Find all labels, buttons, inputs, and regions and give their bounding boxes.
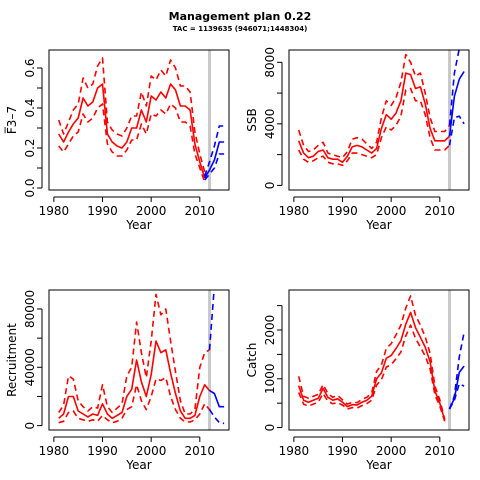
ssb-y-axis-label: SSB <box>245 108 259 131</box>
ssb-x-tick-label-1980: 1980 <box>279 204 310 218</box>
recruitment-x-axis-label: Year <box>125 458 151 472</box>
ssb-y-tick-label-4: 8000 <box>263 47 277 78</box>
fbar-y-tick-label-0: 0.0 <box>23 178 37 197</box>
recruitment-series-projection-dashed-4 <box>208 290 215 350</box>
ssb-series-history-solid-0 <box>297 72 451 164</box>
catch-series-projection-dashed-5 <box>448 382 465 410</box>
ssb-series-projection-solid-3 <box>448 71 465 137</box>
catch-plot-frame <box>288 289 470 431</box>
fbar-series-history-solid-0 <box>58 83 206 179</box>
catch-series-group <box>297 295 465 422</box>
figure-title: Management plan 0.22 <box>169 10 312 23</box>
recruitment-y-tick-label-4: 80000 <box>23 290 37 328</box>
ssb-x-tick-label-2000: 2000 <box>376 204 407 218</box>
ssb-y-tick-label-2: 4000 <box>263 109 277 140</box>
catch-x-tick-label-1990: 1990 <box>327 444 358 458</box>
ssb-x-axis-label: Year <box>365 218 391 232</box>
recruitment-series-projection-dashed-5 <box>208 409 225 425</box>
recruitment-y-tick-label-2: 40000 <box>23 348 37 386</box>
recruitment-series-projection-solid-3 <box>209 389 225 408</box>
recruitment-series-history-dashed-1 <box>58 293 210 415</box>
fbar-series-history-dashed-2 <box>58 103 206 183</box>
ssb-x-tick-label-2010: 2010 <box>425 204 456 218</box>
ssb-series-history-dashed-2 <box>297 87 451 167</box>
catch-y-tick-label-4: 2000 <box>263 315 277 346</box>
fbar-y-tick-label-4: 0.4 <box>23 98 37 117</box>
recruitment-plot-frame <box>48 289 230 431</box>
fbar-y-axis-label: F̅3–7 <box>4 106 19 134</box>
fbar-series-history-dashed-1 <box>57 57 206 173</box>
fbar-x-tick-label-2010: 2010 <box>185 204 216 218</box>
figure-subtitle: TAC = 1139635 (946071;1448304) <box>173 25 308 33</box>
fbar-series-projection-dashed-5 <box>204 153 225 181</box>
catch-y-tick-label-2: 1000 <box>263 364 277 395</box>
fbar-y-tick-label-2: 0.2 <box>23 138 37 157</box>
ssb-series-history-dashed-1 <box>297 53 451 159</box>
fbar-series-projection-solid-3 <box>204 141 225 179</box>
catch-series-history-dashed-2 <box>297 324 446 422</box>
fbar-x-tick-label-1980: 1980 <box>39 204 70 218</box>
fbar-series-group <box>57 57 225 183</box>
fbar-x-tick-label-1990: 1990 <box>87 204 118 218</box>
catch-y-tick-label-0: 0 <box>263 424 277 432</box>
catch-x-tick-label-2000: 2000 <box>376 444 407 458</box>
catch-panel: 1980 1990 2000 2010 Year 0 1000 2000 Catch <box>245 289 470 472</box>
recruitment-y-axis-label: Recruitment <box>5 323 19 397</box>
ssb-panel: 1980 1990 2000 2010 Year 0 4000 8000 SSB <box>245 47 470 232</box>
fbar-panel: 1980 1990 2000 2010 Year 0.0 0.2 0.4 0.6 F̅3–7 <box>4 49 230 232</box>
recruitment-x-tick-label-1980: 1980 <box>39 444 70 458</box>
ssb-series-projection-dashed-5 <box>448 115 465 146</box>
catch-series-history-solid-0 <box>297 311 446 421</box>
recruitment-x-tick-label-2000: 2000 <box>136 444 167 458</box>
recruitment-panel: 1980 1990 2000 2010 Year 0 40000 80000 Recruitme… <box>5 289 230 472</box>
recruitment-series-history-dashed-2 <box>58 376 211 424</box>
ssb-y-tick-label-0: 0 <box>263 182 277 190</box>
catch-x-tick-label-2010: 2010 <box>425 444 456 458</box>
catch-series-projection-solid-3 <box>448 365 465 410</box>
recruitment-x-tick-label-1990: 1990 <box>87 444 118 458</box>
recruitment-series-group <box>58 290 225 425</box>
fbar-y-tick-label-6: 0.6 <box>23 58 37 77</box>
fbar-plot-frame <box>48 49 230 191</box>
ssb-series-group <box>297 50 465 167</box>
ssb-plot-frame <box>288 49 470 191</box>
fbar-x-tick-label-2000: 2000 <box>136 204 167 218</box>
catch-x-axis-label: Year <box>365 458 391 472</box>
recruitment-x-tick-label-2010: 2010 <box>185 444 216 458</box>
recruitment-series-history-solid-0 <box>58 340 211 420</box>
recruitment-y-tick-label-0: 0 <box>23 422 37 430</box>
ssb-series-projection-dashed-4 <box>448 50 460 126</box>
fbar-series-projection-dashed-4 <box>203 125 225 177</box>
catch-series-projection-dashed-4 <box>448 332 465 410</box>
fbar-x-axis-label: Year <box>125 218 151 232</box>
catch-x-tick-label-1980: 1980 <box>279 444 310 458</box>
ssb-x-tick-label-1990: 1990 <box>327 204 358 218</box>
catch-y-axis-label: Catch <box>245 343 259 378</box>
